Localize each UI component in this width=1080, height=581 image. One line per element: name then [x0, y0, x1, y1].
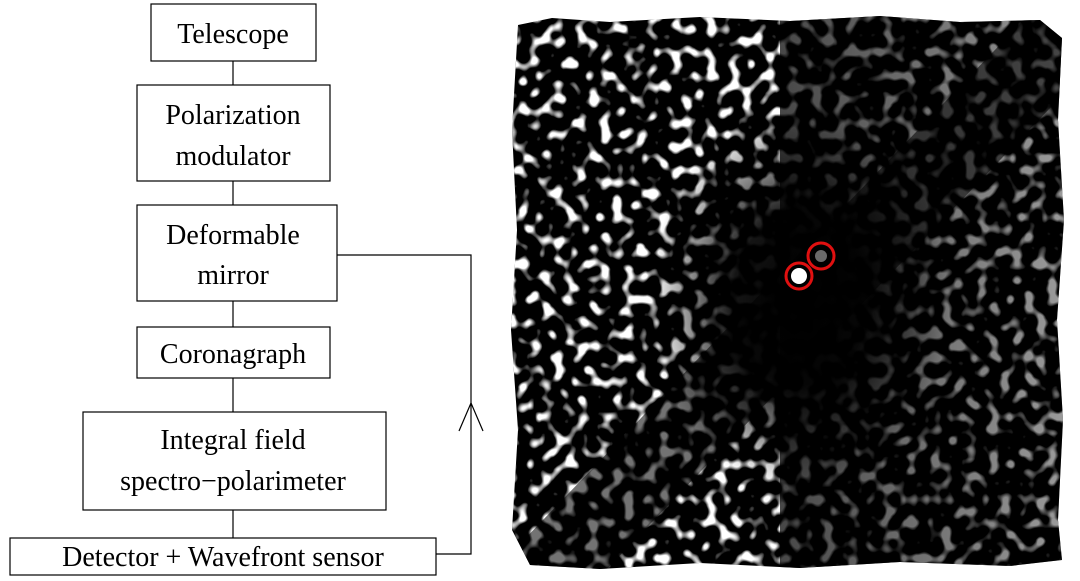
- central-dark-core: [650, 110, 950, 490]
- flow-diagram: Telescope Polarization modulator Deforma…: [9, 3, 484, 576]
- planet-2-spot: [815, 250, 827, 262]
- telescope-label: Telescope: [177, 19, 289, 50]
- integral-field-label-line1: Integral field: [160, 425, 305, 456]
- polarization-modulator-label-line1: Polarization: [165, 100, 300, 131]
- deformable-mirror-box: Deformable mirror: [136, 204, 338, 302]
- integral-field-box: Integral field spectro−polarimeter: [82, 411, 387, 511]
- planet-markers: [784, 241, 836, 291]
- coronagraph-box: Coronagraph: [136, 326, 331, 379]
- polarization-modulator-box: Polarization modulator: [136, 84, 331, 182]
- coronagraph-label: Coronagraph: [160, 339, 306, 370]
- planet-1-spot: [791, 268, 807, 284]
- telescope-box: Telescope: [150, 3, 317, 62]
- detector-label: Detector + Wavefront sensor: [62, 542, 384, 573]
- detector-box: Detector + Wavefront sensor: [9, 537, 437, 576]
- planet-2-marker: [806, 241, 836, 271]
- speckle-image: [511, 16, 1064, 569]
- integral-field-label-line2: spectro−polarimeter: [120, 466, 346, 497]
- polarization-modulator-label-line2: modulator: [175, 141, 291, 172]
- deformable-mirror-label-line1: Deformable: [166, 220, 300, 251]
- deformable-mirror-label-line2: mirror: [197, 260, 269, 291]
- feedback-arrow-head: [458, 401, 484, 432]
- planet-1-marker: [784, 261, 814, 291]
